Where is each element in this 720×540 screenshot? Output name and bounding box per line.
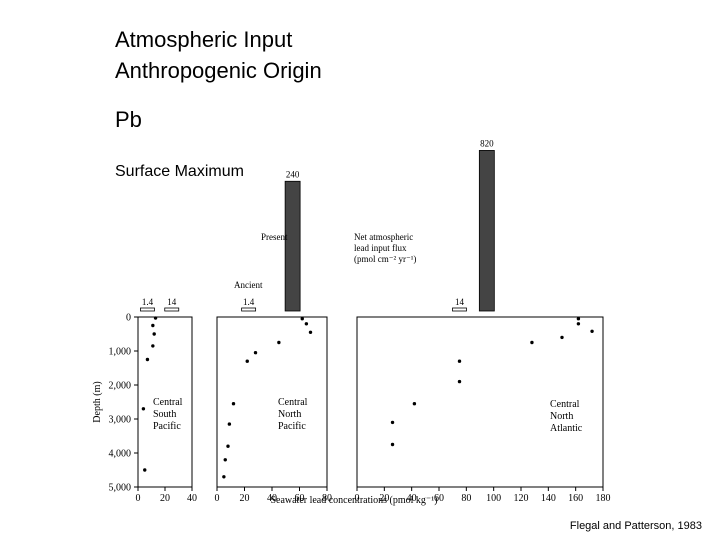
panel-3-data-point xyxy=(457,379,462,384)
panel-3-data-point xyxy=(576,322,581,326)
panel-2-flux-bar xyxy=(241,307,257,312)
flux-legend-line-2: lead input flux xyxy=(354,243,407,253)
y-tick-label: 4,000 xyxy=(109,449,132,460)
panel-3-frame xyxy=(356,316,604,488)
panel-2-flux-label: 240 xyxy=(286,169,300,179)
panel-3-x-tick-label: 40 xyxy=(407,493,417,504)
panel-1-region-label: South xyxy=(153,409,176,420)
panel-1-region-label: Central xyxy=(153,397,183,408)
x-axis-label: Seawater lead concentrations (pmol kg⁻¹) xyxy=(270,495,437,506)
panel-3-flux-bar xyxy=(478,150,495,312)
panel-2-region-label: Central xyxy=(278,397,308,408)
panel-1-data-point xyxy=(145,357,150,362)
panel-2-data-point xyxy=(253,351,258,355)
panel-1-data-point xyxy=(141,407,146,411)
panel-2-x-tick-label: 60 xyxy=(295,493,305,504)
panel-3-x-tick-label: 120 xyxy=(514,493,529,504)
panel-3-flux-label: 820 xyxy=(480,138,494,148)
slide-subtitle: Surface Maximum xyxy=(115,163,244,180)
panel-3-x-tick-label: 20 xyxy=(379,493,389,504)
panel-2-data-point xyxy=(304,322,309,326)
panel-2-flux-bar xyxy=(284,180,301,312)
panel-2-region-label: North xyxy=(278,409,301,420)
panel-3-x-tick-label: 0 xyxy=(355,493,360,504)
panel-3-data-point xyxy=(412,402,417,406)
panel-3-region-label: North xyxy=(550,411,573,422)
panel-3-data-point xyxy=(590,329,594,333)
panel-3-data-point xyxy=(390,442,395,447)
panel-1-flux-label: 1.4 xyxy=(142,297,154,307)
panel-2-x-tick-label: 40 xyxy=(267,493,277,504)
panel-1-x-tick-label: 40 xyxy=(187,493,197,504)
panel-2-frame xyxy=(216,316,328,488)
panel-1-data-point xyxy=(151,344,155,348)
panel-2-data-point xyxy=(300,317,304,321)
panel-3-flux-bar xyxy=(452,307,467,312)
panel-3-x-tick-label: 160 xyxy=(568,493,583,504)
panel-3-region-label: Central xyxy=(550,399,580,410)
flux-legend-line-3: (pmol cm⁻² yr⁻¹) xyxy=(354,254,416,264)
flux-layer: 1.4 14 1.4 240 Present Ancient 14 820 xyxy=(140,138,495,312)
flux-legend-line-1: Net atmospheric xyxy=(354,232,413,242)
panel-1-data-point xyxy=(151,323,155,328)
panel-3-region-label: Atlantic xyxy=(550,423,583,434)
y-tick-label: 1,000 xyxy=(109,347,132,358)
panel-1-flux-label: 14 xyxy=(167,297,177,307)
y-tick-label: 3,000 xyxy=(109,415,132,426)
panel-1-data-point xyxy=(143,468,147,472)
panel-2-data-point xyxy=(277,340,281,345)
y-axis-label: Depth (m) xyxy=(92,381,103,422)
citation: Flegal and Patterson, 1983 xyxy=(569,520,702,532)
panel-3-flux-label: 14 xyxy=(455,297,465,307)
panel-3-x-tick-label: 60 xyxy=(434,493,444,504)
y-tick-label: 2,000 xyxy=(109,381,132,392)
panel-2-x-tick-label: 80 xyxy=(322,493,332,504)
panel-1-region-label: Pacific xyxy=(153,421,181,432)
panel-3-x-tick-label: 80 xyxy=(461,493,471,504)
panel-2-x-tick-label: 0 xyxy=(215,493,220,504)
panel-3-x-tick-label: 180 xyxy=(596,493,611,504)
panel-2-x-tick-label: 20 xyxy=(240,493,250,504)
points-layer xyxy=(141,316,594,479)
panel-1-x-tick-label: 20 xyxy=(160,493,170,504)
element-symbol: Pb xyxy=(115,107,142,132)
slide-title-line-1: Atmospheric Input xyxy=(115,27,293,52)
panel-2-data-point xyxy=(231,402,236,406)
panel-2-data-point xyxy=(223,458,227,462)
panel-2-data-point xyxy=(222,475,226,479)
era-label-present: Present xyxy=(261,232,288,242)
y-tick-label: 5,000 xyxy=(109,483,132,494)
panel-3-data-point xyxy=(530,340,534,345)
panel-2-flux-label: 1.4 xyxy=(243,297,255,307)
panel-1-data-point xyxy=(152,332,156,336)
panel-1-x-tick-label: 0 xyxy=(136,493,141,504)
panel-2-data-point xyxy=(227,422,232,426)
flux-legend: Net atmospheric lead input flux (pmol cm… xyxy=(354,232,416,264)
panel-2-region-label: Pacific xyxy=(278,421,306,432)
panel-3-data-point xyxy=(457,359,462,363)
y-tick-label: 0 xyxy=(126,313,131,324)
panel-1-flux-bar xyxy=(140,307,155,312)
panel-3-data-point xyxy=(576,317,581,321)
panel-2-data-point xyxy=(245,359,249,363)
panel-3-x-tick-label: 140 xyxy=(541,493,556,504)
panel-1-flux-bar xyxy=(164,307,180,312)
era-label-ancient: Ancient xyxy=(234,280,263,290)
panel-3-x-tick-label: 100 xyxy=(486,493,501,504)
panel-3-data-point xyxy=(560,335,564,340)
panel-2-data-point xyxy=(308,330,313,334)
panel-2-data-point xyxy=(226,444,230,448)
panel-3-data-point xyxy=(390,420,395,425)
slide-title-line-2: Anthropogenic Origin xyxy=(115,58,322,83)
panel-1-data-point xyxy=(153,316,158,320)
